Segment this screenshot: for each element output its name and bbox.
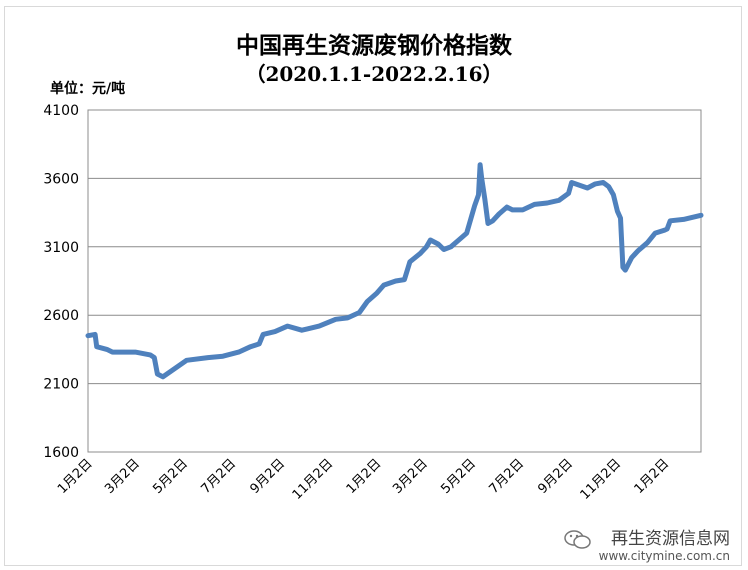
x-tick-label: 9月2日	[247, 456, 288, 497]
y-tick-label: 2600	[43, 308, 79, 324]
y-tick-label: 3600	[43, 171, 79, 187]
x-tick-label: 7月2日	[486, 456, 527, 497]
x-tick-label: 7月2日	[199, 456, 240, 497]
plot-border	[87, 109, 702, 453]
y-gridlines	[88, 177, 701, 385]
x-tick-label: 3月2日	[102, 456, 143, 497]
x-tick-labels: 1月2日 3月2日 5月2日 7月2日 9月2日 11月2日 1月2日 3月2日 5月2日 7月2…	[55, 456, 672, 503]
y-tick-label: 2100	[43, 377, 79, 393]
y-tick-label: 3100	[43, 240, 79, 256]
y-tick-label: 4100	[43, 103, 79, 119]
x-tick-label: 3月2日	[390, 456, 431, 497]
series-lines	[85, 162, 704, 380]
x-tick-label: 9月2日	[535, 456, 576, 497]
x-tick-label: 1月2日	[632, 456, 673, 497]
series-line	[85, 162, 704, 380]
y-tick-label: 1600	[43, 445, 79, 461]
x-tick-label: 1月2日	[344, 456, 385, 497]
watermark: 再生资源信息网 www.citymine.com.cn	[599, 524, 730, 563]
x-tick-label: 11月2日	[290, 456, 337, 503]
watermark-url: www.citymine.com.cn	[598, 549, 730, 563]
x-tick-label: 1月2日	[55, 456, 96, 497]
wechat-logo-icon	[564, 530, 591, 549]
plot-area	[87, 109, 702, 453]
chart-subtitle: （2020.1.1-2022.2.16）	[245, 62, 503, 86]
x-tick-label: 5月2日	[150, 456, 191, 497]
chart-title: 中国再生资源废钢价格指数	[236, 32, 512, 59]
x-tick-label: 11月2日	[578, 456, 625, 503]
watermark-name: 再生资源信息网	[611, 529, 730, 549]
chart-frame	[4, 6, 742, 566]
y-tick-labels: 1600 2100 2600 3100 3600 4100	[43, 103, 79, 461]
x-tick-label: 5月2日	[438, 456, 479, 497]
y-axis-unit-label: 单位：元/吨	[50, 81, 126, 97]
